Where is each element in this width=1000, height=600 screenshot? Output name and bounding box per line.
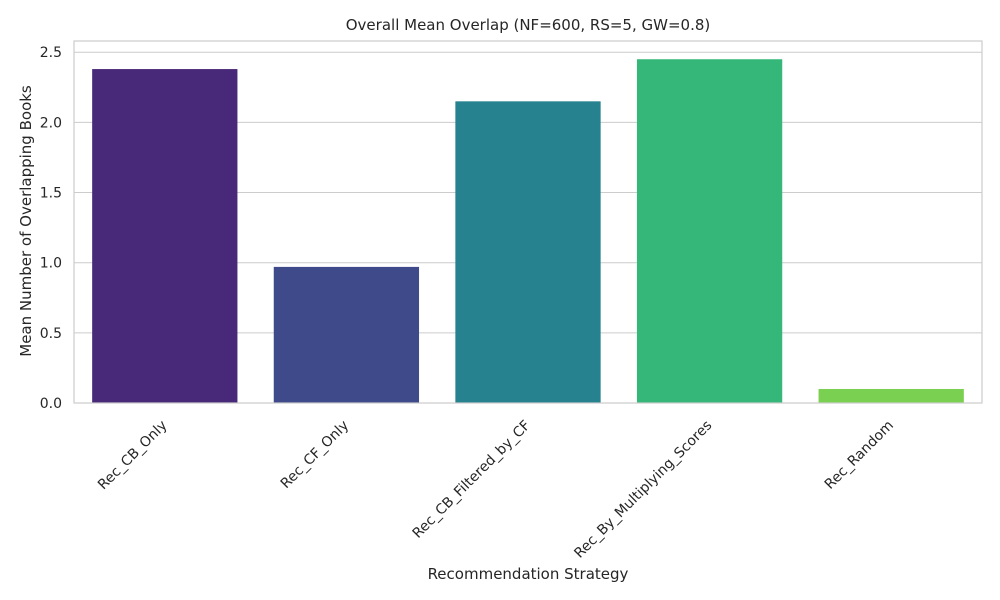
y-tick-label: 0.5 xyxy=(40,326,62,342)
y-tick-label: 1.0 xyxy=(40,256,62,272)
y-tick-label: 2.0 xyxy=(40,115,62,131)
bar-rec-cf-only xyxy=(273,266,420,403)
bar-rec-by-multiplying-scores xyxy=(636,59,783,404)
y-tick-label: 0.0 xyxy=(40,396,62,412)
y-tick-labels: 0.0 0.5 1.0 1.5 2.0 2.5 xyxy=(40,45,62,412)
bar-rec-cb-filtered-by-cf xyxy=(455,101,601,403)
y-tick-label: 1.5 xyxy=(40,186,62,202)
chart-title: Overall Mean Overlap (NF=600, RS=5, GW=0… xyxy=(346,16,711,34)
bar-rec-random xyxy=(818,388,964,403)
y-tick-label: 2.5 xyxy=(40,45,62,61)
plot-frame xyxy=(73,40,983,404)
bar-rec-cb-only xyxy=(92,69,238,403)
x-axis-label: Recommendation Strategy xyxy=(428,565,629,583)
bars xyxy=(92,59,964,404)
y-axis-label: Mean Number of Overlapping Books xyxy=(17,85,35,357)
